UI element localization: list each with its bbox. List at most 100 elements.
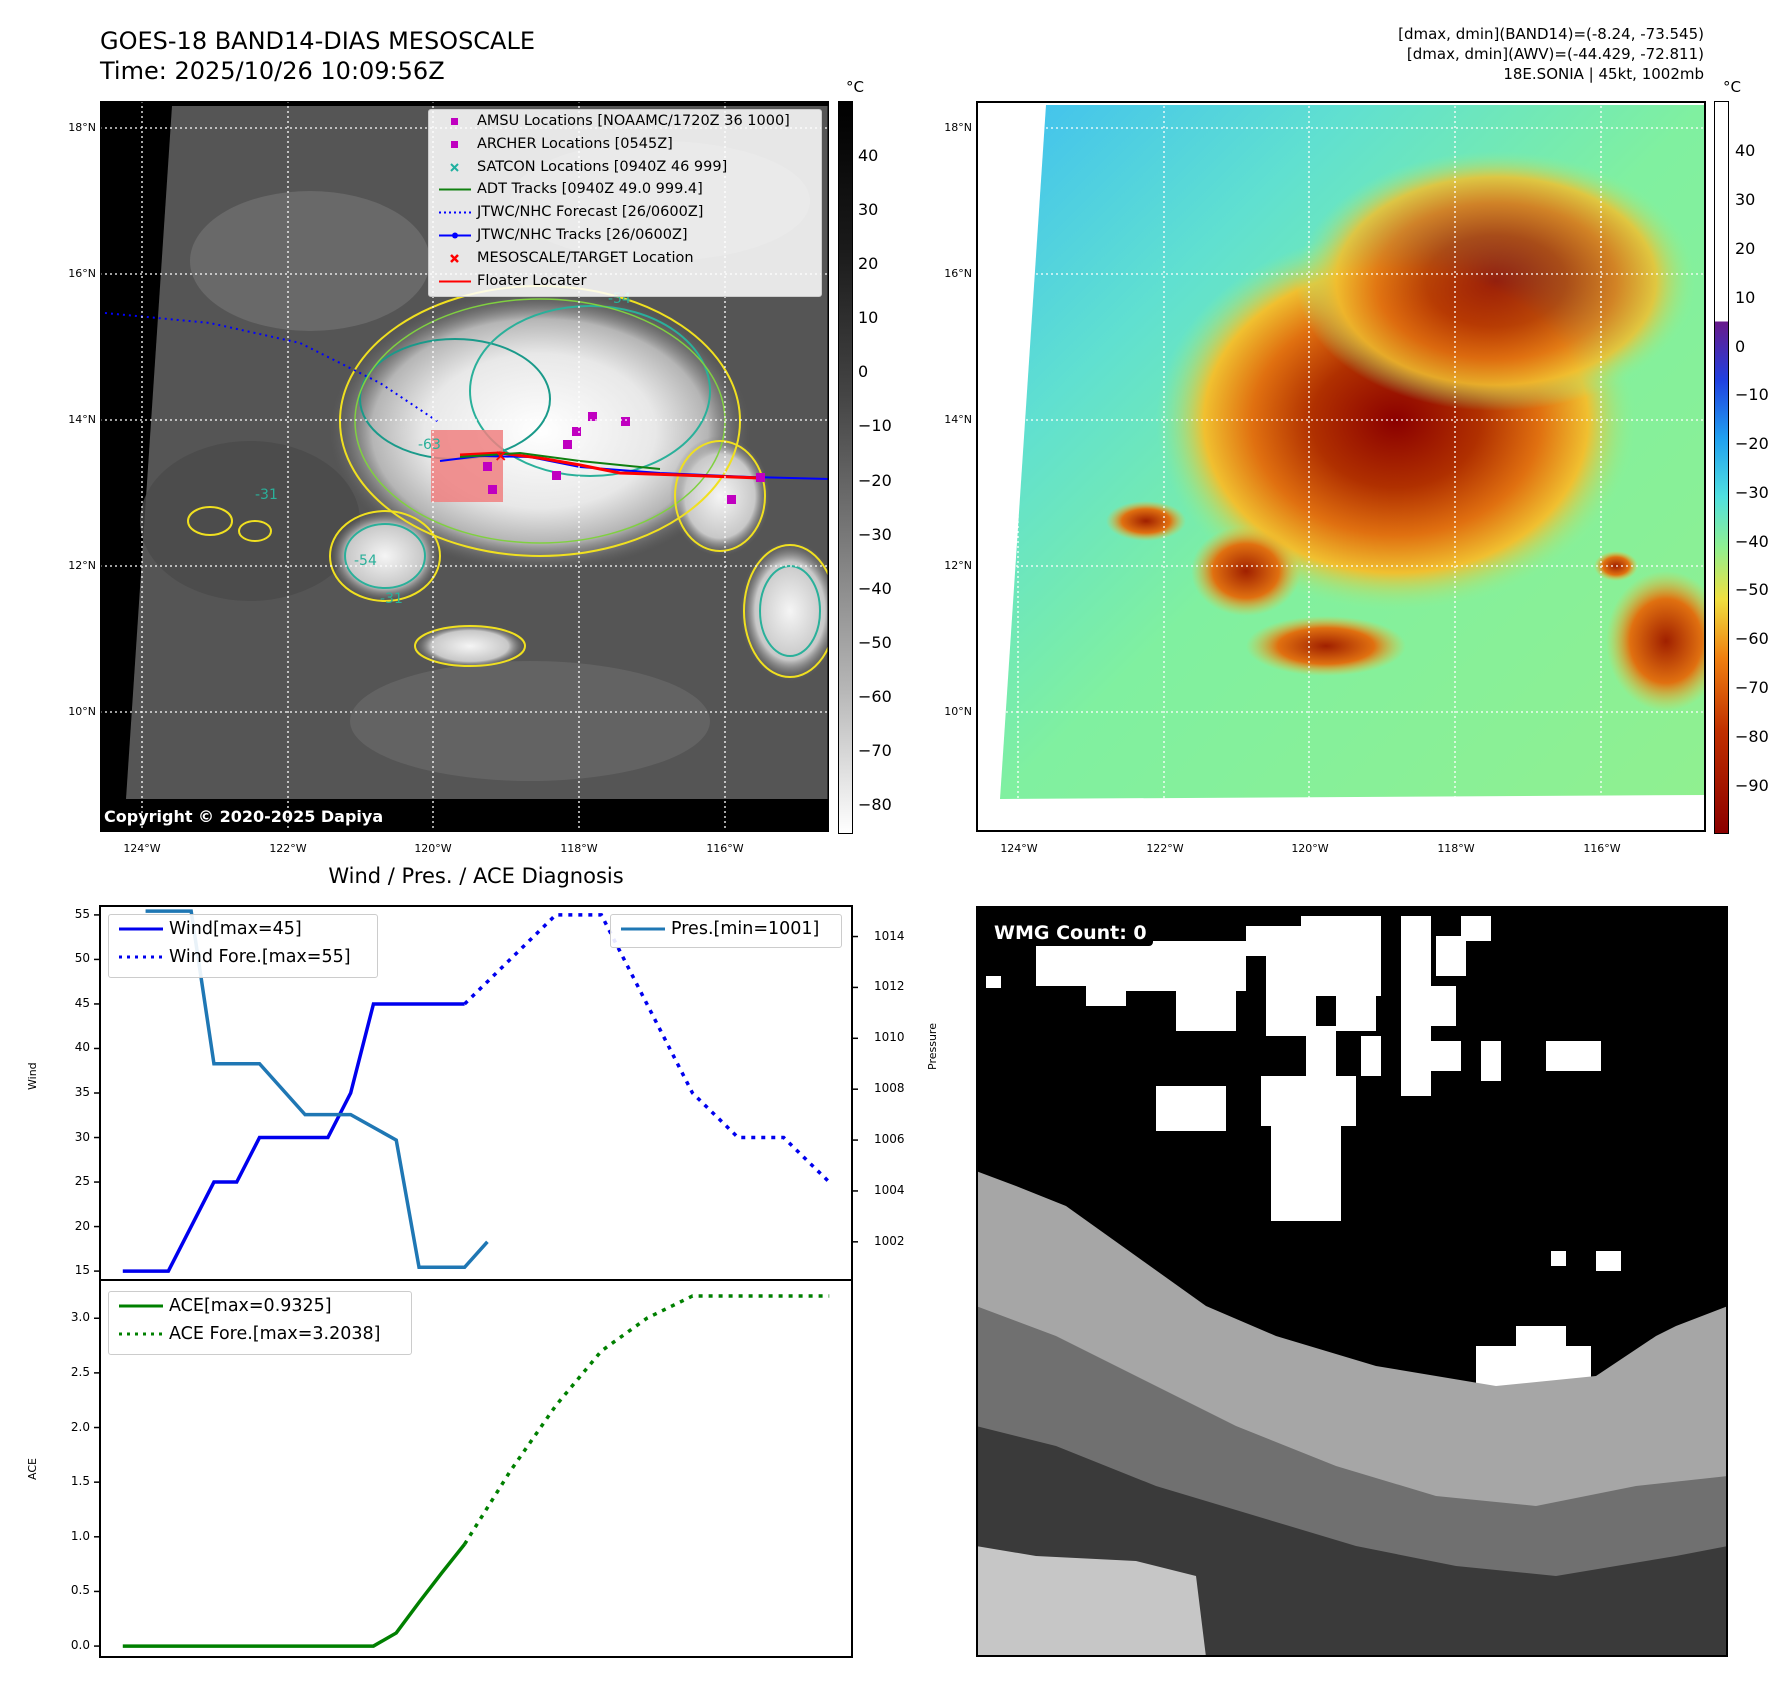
amsu-marker <box>588 412 597 421</box>
ir-colorbar-tick: 0 <box>858 362 869 381</box>
wind-tick: 40 <box>74 1040 90 1055</box>
target-marker: × <box>494 446 507 465</box>
ir-colorbar-tick: −10 <box>858 416 892 435</box>
legend-item-ace-forecast: ACE Fore.[max=3.2038] <box>109 1320 411 1348</box>
archer-marker <box>483 462 492 471</box>
wv-colorbar-tick: −40 <box>1735 532 1769 551</box>
line-icon <box>437 178 473 201</box>
wmg-svg <box>976 906 1728 1657</box>
series-line-wind-1 <box>463 913 831 1184</box>
legend-label: ADT Tracks [0940Z 49.0 999.4] <box>477 181 703 198</box>
legend-item-wind-forecast: Wind Fore.[max=55] <box>109 943 377 971</box>
ir-colorbar-tick: 10 <box>858 308 879 327</box>
contour-label: -31 <box>380 591 403 607</box>
legend-item-archer: ARCHER Locations [0545Z] <box>429 133 821 156</box>
wv-colorbar-tick: −60 <box>1735 629 1769 648</box>
legend-item-adt: ADT Tracks [0940Z 49.0 999.4] <box>429 178 821 201</box>
ir-colorbar-tick: −40 <box>858 579 892 598</box>
ace-tick: 2.0 <box>70 1419 90 1434</box>
ace-tick: 3.0 <box>70 1310 90 1325</box>
x-marker-icon <box>437 156 473 179</box>
pressure-tick: 1014 <box>874 928 905 943</box>
legend-item-tracks: JTWC/NHC Tracks [26/0600Z] <box>429 224 821 247</box>
legend-label: Wind Fore.[max=55] <box>169 947 351 967</box>
legend-label: ACE Fore.[max=3.2038] <box>169 1324 381 1344</box>
wv-lat-label: 18°N <box>944 121 972 134</box>
legend-item-wind: Wind[max=45] <box>109 915 377 943</box>
ir-lon-label: 124°W <box>123 842 161 855</box>
wv-colorbar-tick: −80 <box>1735 727 1769 746</box>
pressure-tick: 1004 <box>874 1182 905 1197</box>
wv-lon-label: 122°W <box>1146 842 1184 855</box>
legend-item-amsu: AMSU Locations [NOAAMC/1720Z 36 1000] <box>429 110 821 133</box>
wind-tick: 30 <box>74 1129 90 1144</box>
ace-tick: 1.0 <box>70 1528 90 1543</box>
wind-tick: 15 <box>74 1263 90 1278</box>
ace-tick: 1.5 <box>70 1474 90 1489</box>
wv-colorbar-tick: 20 <box>1735 239 1756 258</box>
ace-tick: 0.0 <box>70 1638 90 1653</box>
line-icon <box>117 1292 165 1320</box>
ir-lat-label: 12°N <box>68 559 96 572</box>
wv-lon-label: 116°W <box>1583 842 1621 855</box>
wv-colorbar-tick: 30 <box>1735 190 1756 209</box>
contour-label: -63 <box>418 437 441 453</box>
wv-colorbar-tick: −90 <box>1735 776 1769 795</box>
legend-label: MESOSCALE/TARGET Location <box>477 249 694 266</box>
wv-colorbar-tick: −20 <box>1735 434 1769 453</box>
figure-title: GOES-18 BAND14-DIAS MESOSCALE Time: 2025… <box>100 26 535 86</box>
legend-label: ARCHER Locations [0545Z] <box>477 135 673 152</box>
ace-plot <box>122 1294 830 1648</box>
legend-item-target: MESOSCALE/TARGET Location <box>429 247 821 270</box>
line-icon <box>619 915 667 943</box>
figure-info: [dmax, dmin](BAND14)=(-8.24, -73.545) [d… <box>1398 24 1704 84</box>
ir-colorbar-tick: 20 <box>858 254 879 273</box>
legend-item-pressure: Pres.[min=1001] <box>611 915 841 943</box>
ir-lat-label: 10°N <box>68 705 96 718</box>
ir-colorbar-tick: 30 <box>858 200 879 219</box>
square-marker-icon <box>437 133 473 156</box>
wv-lon-label: 120°W <box>1291 842 1329 855</box>
wv-gridlines <box>976 101 1706 832</box>
legend-item-forecast: JTWC/NHC Forecast [26/0600Z] <box>429 201 821 224</box>
ir-lon-label: 118°W <box>560 842 598 855</box>
wv-lat-label: 16°N <box>944 267 972 280</box>
ir-lat-label: 18°N <box>68 121 96 134</box>
ir-colorbar-tick: −80 <box>858 795 892 814</box>
wv-colorbar-tick: −30 <box>1735 483 1769 502</box>
x-marker-icon <box>437 247 473 270</box>
legend-label: AMSU Locations [NOAAMC/1720Z 36 1000] <box>477 113 790 129</box>
ir-lon-label: 120°W <box>414 842 452 855</box>
wind-tick: 20 <box>74 1218 90 1233</box>
ir-map-panel: × -54 -31 -54 -31 -63 AMSU Locations [NO… <box>100 101 829 832</box>
info-line-3: 18E.SONIA | 45kt, 1002mb <box>1503 65 1704 83</box>
line-icon <box>437 270 473 293</box>
ir-colorbar-unit: °C <box>846 78 864 96</box>
series-line-pres-0 <box>145 909 489 1270</box>
dotted-line-icon <box>117 1320 165 1348</box>
series-line-wind-0 <box>122 1002 465 1273</box>
ir-colorbar-tick: −20 <box>858 471 892 490</box>
wv-colorbar-tick: 0 <box>1735 337 1746 356</box>
copyright-text: Copyright © 2020-2025 Dapiya <box>104 807 384 826</box>
wind-plot <box>122 913 831 1273</box>
wv-lat-label: 14°N <box>944 413 972 426</box>
diag-title: Wind / Pres. / ACE Diagnosis <box>328 864 624 888</box>
legend-item-floater: Floater Locater <box>429 270 821 293</box>
line-dot-icon <box>437 224 473 247</box>
ace-tick: 2.5 <box>70 1364 90 1379</box>
legend-label: JTWC/NHC Tracks [26/0600Z] <box>477 226 688 243</box>
wv-colorbar-tick: −10 <box>1735 385 1769 404</box>
wind-tick: 50 <box>74 951 90 966</box>
ir-lat-label: 16°N <box>68 267 96 280</box>
ir-colorbar-tick: −60 <box>858 687 892 706</box>
wv-colorbar-tick: 40 <box>1735 141 1756 160</box>
wmg-pale-region <box>976 1546 1206 1657</box>
ace-tick: 0.5 <box>70 1583 90 1598</box>
dotted-line-icon <box>437 201 473 224</box>
wv-colorbar-tick: −70 <box>1735 678 1769 697</box>
ir-lat-label: 14°N <box>68 413 96 426</box>
info-line-2: [dmax, dmin](AWV)=(-44.429, -72.811) <box>1406 45 1704 63</box>
title-line-1: GOES-18 BAND14-DIAS MESOSCALE <box>100 27 536 55</box>
